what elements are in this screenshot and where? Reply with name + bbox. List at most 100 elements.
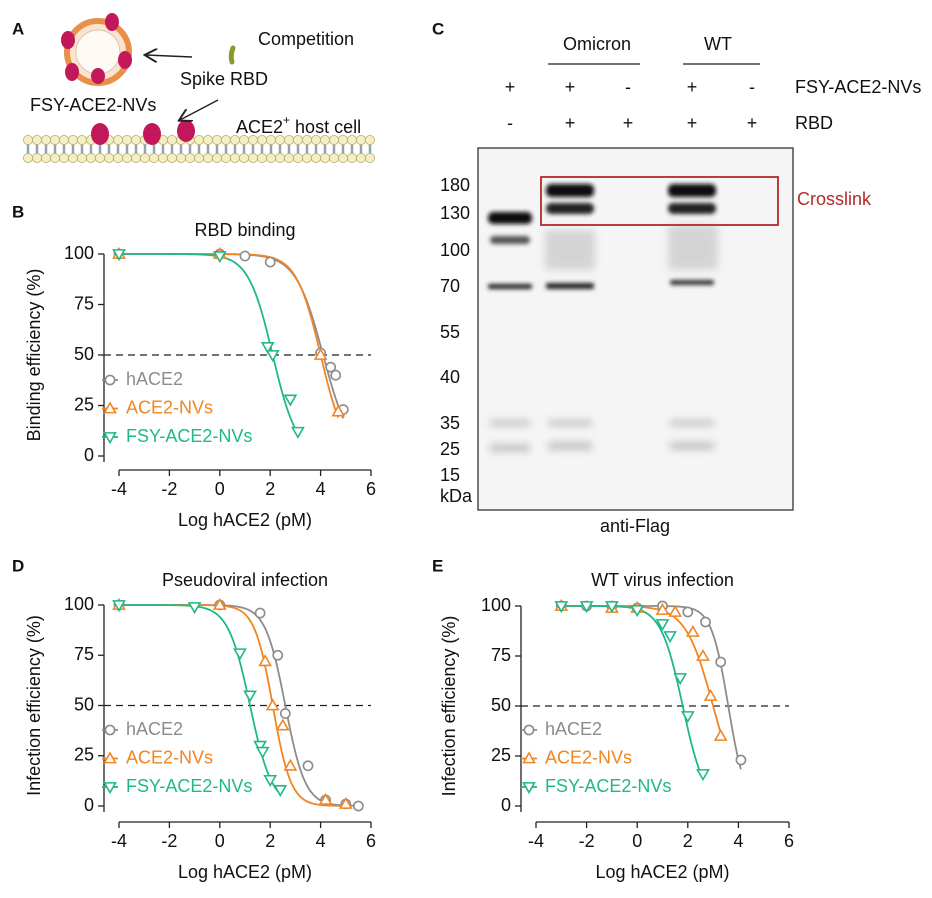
rbd-icon [228,45,236,65]
chart: D Pseudoviral infection Log hACE2 (pM) Infe… [12,556,376,881]
lipid-head [337,134,348,145]
band [488,212,532,224]
lipid-head [328,152,339,163]
lipid-head [265,134,276,145]
y-tick-label: 50 [74,344,94,364]
x-tick-label: 2 [265,479,275,499]
row-label: RBD [795,113,833,133]
mw-marker: 130 [440,203,470,223]
x-tick-label: 4 [316,831,326,851]
point [104,374,116,386]
lipid-head [292,134,303,145]
x-tick-label: 2 [683,831,693,851]
x-axis-label: Log hACE2 (pM) [595,862,729,882]
lipid-head [166,134,177,145]
point [253,740,267,753]
panel-letter: C [432,19,444,38]
spike [65,63,79,81]
receptor [143,123,161,145]
x-tick-label: 0 [215,831,225,851]
legend-label: hACE2 [545,719,602,739]
lipid-head [274,152,285,163]
lipid-head [238,152,249,163]
lane-sign: + [747,113,758,133]
x-tick-label: 6 [366,831,376,851]
panel-letter: E [432,556,443,575]
panel-letter: D [12,556,24,575]
y-tick-label: 50 [74,694,94,714]
legend-label: hACE2 [126,719,183,739]
point [522,782,536,795]
point [318,792,333,805]
point [265,698,280,711]
point [255,746,270,759]
x-axis-label: Log hACE2 (pM) [178,510,312,530]
lipid-head [229,152,240,163]
point [663,631,677,644]
lipid-head [247,152,258,163]
band [670,420,714,426]
lipid-head [211,134,222,145]
x-tick-label: -4 [111,479,127,499]
point [273,784,288,798]
x-tick-label: 0 [215,479,225,499]
fit-curve [561,605,742,770]
group-label: WT [704,34,732,54]
legend-label: ACE2-NVs [545,747,632,767]
x-tick-label: -2 [161,831,177,851]
label: host cell [290,117,361,137]
point [330,369,342,381]
lipid-head [256,134,267,145]
lipid-head [292,152,303,163]
lipid-head [50,134,61,145]
point [352,800,364,812]
lipid-head [310,152,321,163]
lipid-head [86,152,97,163]
lipid-head [238,134,249,145]
point [703,688,718,701]
y-tick-label: 100 [64,594,94,614]
lipid-head [202,152,213,163]
lipid-head [283,134,294,145]
point [325,361,337,373]
lipid-head [59,152,70,163]
point [275,718,290,731]
smear [545,230,595,270]
lipid-head [122,134,133,145]
lipid-head [139,152,150,163]
lipid-head [256,152,267,163]
lipid-head [319,152,330,163]
y-axis-label: Infection efficiency (%) [439,616,459,797]
arrow [146,55,193,57]
lipid-head [310,134,321,145]
vesicle-lumen [75,29,121,75]
panel-letter: A [12,19,24,38]
band [490,444,530,452]
point [605,601,619,614]
lipid-head [274,134,285,145]
point [630,605,645,618]
x-tick-label: -4 [528,831,544,851]
lane-sign: + [505,77,516,97]
group-label: Omicron [563,34,631,54]
point [283,394,298,407]
label: Competition [258,29,354,49]
point [272,649,284,661]
y-axis-label: Infection efficiency (%) [24,615,44,796]
membrane [22,134,375,163]
x-tick-label: 6 [366,479,376,499]
point [243,690,257,703]
mw-marker: 70 [440,276,460,296]
lipid-head [211,152,222,163]
lipid-head [355,152,366,163]
lipid-head [113,152,124,163]
lane-sign: + [623,113,634,133]
legend-label: ACE2-NVs [126,397,213,417]
y-tick-label: 25 [491,745,511,765]
mw-marker: 40 [440,367,460,387]
lipid-head [193,152,204,163]
band [548,442,592,450]
band [668,184,716,197]
point [655,602,670,615]
